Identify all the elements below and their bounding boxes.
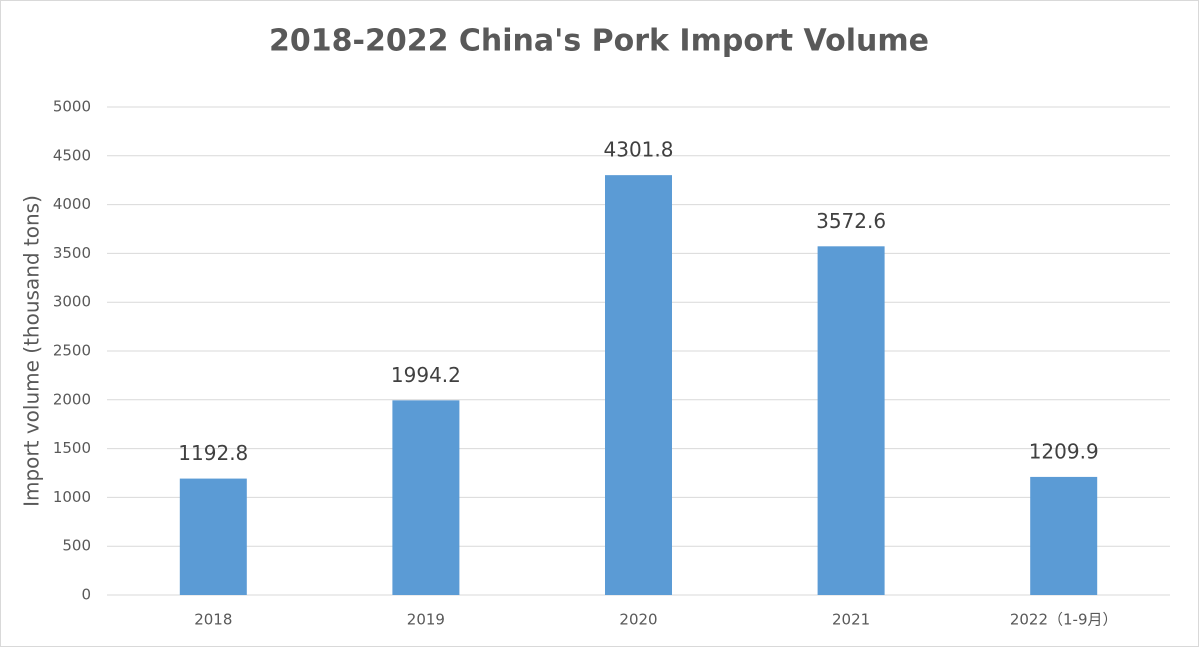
- y-tick-label: 5000: [53, 98, 91, 116]
- y-tick-label: 0: [81, 586, 91, 604]
- y-tick-label: 1000: [53, 488, 91, 506]
- x-tick-label: 2019: [407, 611, 445, 629]
- chart-title: 2018-2022 China's Pork Import Volume: [269, 24, 929, 59]
- data-label: 4301.8: [604, 138, 674, 162]
- bar: [1030, 476, 1098, 595]
- data-label: 1192.8: [178, 441, 248, 465]
- y-tick-label: 2000: [53, 390, 91, 408]
- data-label: 3572.6: [816, 209, 886, 233]
- y-tick-label: 3000: [53, 293, 91, 311]
- data-label: 1209.9: [1029, 439, 1099, 463]
- x-tick-label: 2021: [832, 611, 870, 629]
- bar: [605, 175, 672, 595]
- y-tick-label: 4500: [53, 146, 91, 164]
- y-tick-label: 4000: [53, 195, 91, 213]
- y-axis-label: Import volume (thousand tons): [20, 195, 44, 507]
- x-tick-label: 2022（1-9月）: [1010, 611, 1118, 629]
- bar: [179, 478, 247, 595]
- y-tick-label: 3500: [53, 244, 91, 262]
- data-label: 1994.2: [391, 363, 461, 387]
- y-tick-label: 500: [62, 537, 91, 555]
- y-tick-label: 1500: [53, 439, 91, 457]
- x-tick-label: 2018: [194, 611, 232, 629]
- x-tick-label: 2020: [619, 611, 657, 629]
- bar: [817, 246, 885, 595]
- y-tick-label: 2500: [53, 342, 91, 360]
- bar: [392, 400, 460, 595]
